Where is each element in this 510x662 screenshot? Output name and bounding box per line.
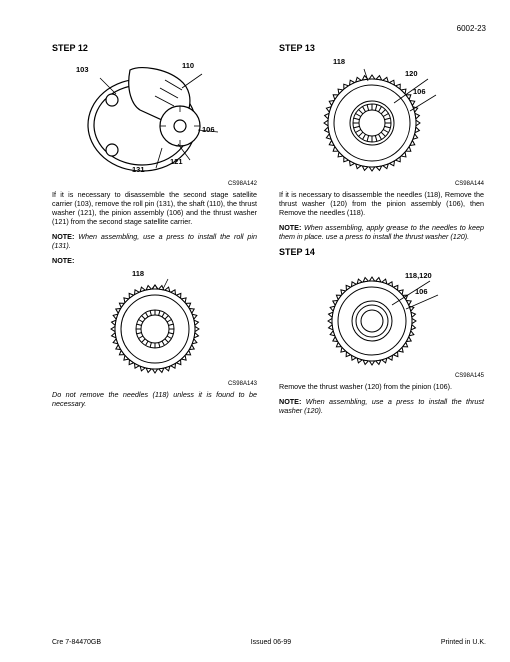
step12-illustration [70,60,240,178]
fig-step12b: 118 [52,271,257,379]
step12b-body: Do not remove the needles (118) unless i… [52,390,257,408]
figref-13: CS98A144 [279,181,484,187]
step13-note: NOTE: When assembling, apply grease to t… [279,223,484,241]
step13-body: If it is necessary to disassemble the ne… [279,190,484,217]
figref-12: CS98A142 [52,181,257,187]
note-lead: NOTE: [52,232,74,241]
col-right: STEP 13 [279,43,484,421]
figref-12b: CS98A143 [52,381,257,387]
footer-right: Printed in U.K. [441,639,486,646]
page: 6002-23 STEP 12 [0,0,510,421]
step14-note: NOTE: When assembling, use a press to in… [279,397,484,415]
gear-overlay [90,273,220,377]
callout-106: 106 [413,87,426,96]
fig-step12: 103 110 106 121 131 [52,59,257,179]
callout-121: 121 [170,157,183,166]
callout-120: 120 [405,69,418,78]
note-body-14: When assembling, use a press to install … [279,397,484,415]
figref-14: CS98A145 [279,373,484,379]
columns: STEP 12 [52,43,486,421]
gear-14-illustration [302,265,462,369]
note-body: When assembling, use a press to install … [52,232,257,250]
step12-body: If it is necessary to disassemble the se… [52,190,257,226]
callout-103: 103 [76,65,89,74]
callout-106: 106 [202,125,215,134]
step12-note: NOTE: When assembling, use a press to in… [52,232,257,250]
footer: Cre 7-84470GB Issued 06-99 Printed in U.… [52,639,486,646]
callout-106-b: 106 [415,287,428,296]
col-left: STEP 12 [52,43,257,421]
gear-13-illustration [302,61,462,177]
callout-118: 118 [333,57,345,66]
note-bare: NOTE: [52,256,257,265]
footer-left: Cre 7-84470GB [52,639,101,646]
callout-110: 110 [182,61,194,70]
note-body-13: When assembling, apply grease to the nee… [279,223,484,241]
callout-118-120: 118,120 [405,271,432,280]
step14-body: Remove the thrust washer (120) from the … [279,382,484,391]
fig-step14: 118,120 106 [279,263,484,371]
callout-131: 131 [132,165,145,174]
footer-center: Issued 06-99 [251,639,291,646]
page-number: 6002-23 [52,24,486,33]
step13-heading: STEP 13 [279,43,484,53]
step14-heading: STEP 14 [279,247,484,257]
fig-step13: 118 120 106 [279,59,484,179]
note-lead-14: NOTE: [279,397,301,406]
note-lead-13: NOTE: [279,223,301,232]
step12-heading: STEP 12 [52,43,257,53]
